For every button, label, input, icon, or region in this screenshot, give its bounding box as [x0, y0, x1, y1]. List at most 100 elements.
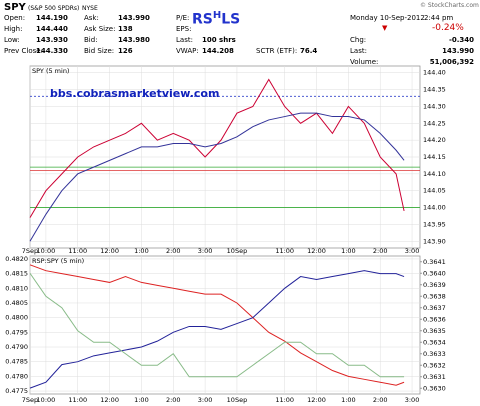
x-tick-label: 10Sep: [227, 247, 248, 255]
y2-tick-label: 0.3632: [423, 361, 446, 369]
x-tick-label: 10:00: [37, 396, 56, 404]
y2-tick-label: 0.3641: [423, 258, 446, 266]
series-line: [29, 264, 405, 386]
y2-tick-label: 0.3631: [423, 373, 446, 381]
quote-label: EPS:: [176, 25, 192, 33]
x-tick-label: 12:00: [307, 247, 326, 255]
logo-part: H: [212, 10, 222, 21]
x-tick-label: 12:00: [100, 247, 119, 255]
quote-value: 138: [118, 25, 133, 33]
series-line: [29, 270, 405, 389]
x-tick-label: 1:00: [341, 396, 356, 404]
y-tick-label: 144.25: [423, 119, 446, 127]
series-line: [29, 112, 405, 242]
y-tick-label: 0.4805: [5, 299, 28, 307]
x-tick-label: 11:00: [68, 247, 87, 255]
y-tick-label: 144.05: [423, 187, 446, 195]
quote-label: VWAP:: [176, 47, 199, 55]
y-tick-label: 0.4810: [5, 284, 28, 292]
y2-tick-label: 0.3638: [423, 292, 446, 300]
logo-part: L: [221, 11, 231, 28]
x-tick-label: 7Sep: [22, 247, 38, 255]
time: 2:44 pm: [424, 14, 454, 22]
x-tick-label: 12:00: [307, 396, 326, 404]
x-tick-label: 3:00: [198, 247, 213, 255]
series-line: [29, 272, 405, 378]
quote-value: 144.440: [36, 25, 68, 33]
quote-label: Last:: [176, 36, 193, 44]
y-tick-label: 144.00: [423, 204, 446, 212]
y-tick-label: 0.4790: [5, 343, 28, 351]
y2-tick-label: 0.3640: [423, 269, 446, 277]
x-tick-label: 10:00: [37, 247, 56, 255]
x-tick-label: 1:00: [134, 247, 149, 255]
y-tick-label: 0.4815: [5, 270, 28, 278]
quote-value: 126: [118, 47, 133, 55]
quote-label: Ask:: [84, 14, 99, 22]
exchange: NYSE: [82, 5, 98, 12]
y-tick-label: 144.20: [423, 136, 446, 144]
quote-value: 143.990: [118, 14, 150, 22]
quote-label: High:: [4, 25, 23, 33]
y-tick-label: 0.4820: [5, 255, 28, 263]
logo-part: RS: [192, 11, 213, 28]
y-tick-label: 144.40: [423, 69, 446, 77]
y-tick-label: 0.4800: [5, 314, 28, 322]
x-tick-label: 7Sep: [22, 396, 38, 404]
quote-value: 100 shrs: [202, 36, 236, 44]
panel-title: SPY (5 min): [32, 67, 69, 75]
quote-value: 143.980: [118, 36, 150, 44]
quote-label: P/E:: [176, 14, 190, 22]
quote-value: 51,006,392: [429, 58, 474, 66]
quote-value: 143.990: [442, 47, 474, 55]
quote-label: Volume:: [350, 58, 379, 66]
logo: RSHLS: [192, 10, 240, 28]
quote-label: Ask Size:: [84, 25, 116, 33]
quote-value: 144.208: [202, 47, 234, 55]
date: Monday 10-Sep-2012: [350, 14, 425, 22]
y-tick-label: 143.95: [423, 220, 446, 228]
change-pct: -0.24%: [432, 23, 464, 33]
quote-label: Bid Size:: [84, 47, 115, 55]
x-tick-label: 11:00: [68, 396, 87, 404]
x-tick-label: 1:00: [134, 396, 149, 404]
x-tick-label: 3:00: [198, 396, 213, 404]
y-tick-label: 0.4795: [5, 328, 28, 336]
symbol-name: (S&P 500 SPDRs): [28, 5, 80, 12]
quote-value: 144.330: [36, 47, 68, 55]
y-tick-label: 144.15: [423, 153, 446, 161]
annotation: bbs.cobrasmarketview.com: [50, 87, 219, 100]
x-tick-label: 3:00: [405, 247, 420, 255]
panel-title: RSP:SPY (5 min): [32, 257, 84, 265]
plot-area: [29, 255, 421, 395]
x-tick-label: 2:00: [373, 396, 388, 404]
y2-tick-label: 0.3637: [423, 304, 446, 312]
quote-label: Chg:: [350, 36, 367, 44]
x-tick-label: 2:00: [166, 247, 181, 255]
logo-part: S: [230, 11, 241, 28]
y2-tick-label: 0.3635: [423, 327, 446, 335]
y-tick-label: 143.90: [423, 237, 446, 245]
y-tick-label: 0.4780: [5, 372, 28, 380]
symbol: SPY: [4, 2, 26, 13]
y2-tick-label: 0.3633: [423, 350, 446, 358]
y2-tick-label: 0.3639: [423, 281, 446, 289]
x-tick-label: 2:00: [166, 396, 181, 404]
y-tick-label: 144.30: [423, 102, 446, 110]
x-tick-label: 2:00: [373, 247, 388, 255]
y-tick-label: 0.4775: [5, 387, 28, 395]
y-tick-label: 144.10: [423, 170, 446, 178]
quote-label: Low:: [4, 36, 20, 44]
quote-label: Prev Close:: [4, 47, 43, 55]
down-arrow: ▼: [382, 24, 388, 32]
y-tick-label: 144.35: [423, 86, 446, 94]
quote-value: 143.930: [36, 36, 68, 44]
x-tick-label: 10Sep: [227, 396, 248, 404]
quote-label: Open:: [4, 14, 26, 22]
y2-tick-label: 0.3630: [423, 384, 446, 392]
x-tick-label: 12:00: [100, 396, 119, 404]
y2-tick-label: 0.3636: [423, 315, 446, 323]
x-tick-label: 1:00: [341, 247, 356, 255]
